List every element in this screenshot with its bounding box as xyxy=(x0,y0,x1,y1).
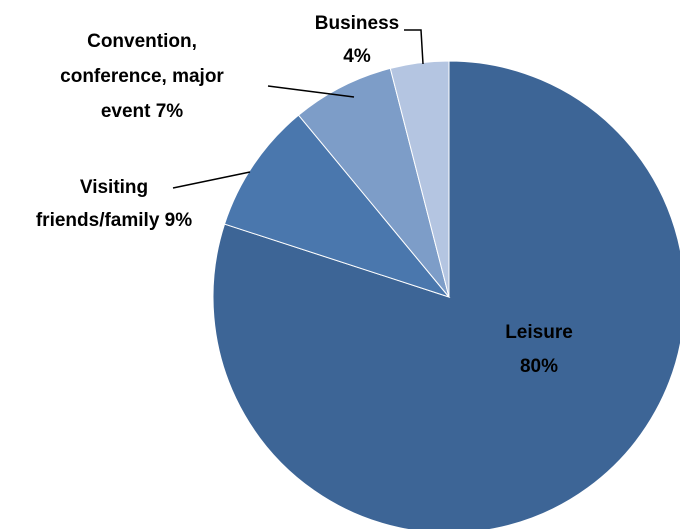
slice-label-line: conference, major xyxy=(60,66,224,87)
slice-label-line: Business xyxy=(315,13,399,34)
leader-line-convention xyxy=(267,85,355,98)
pie-slice-convention xyxy=(297,67,450,298)
pie-slice-leisure xyxy=(212,60,680,529)
slice-label-line: 4% xyxy=(343,46,371,67)
leader-lines-layer xyxy=(172,29,424,189)
pie-slice-business xyxy=(389,60,450,298)
slice-label-leisure: Leisure 80% xyxy=(505,322,573,377)
slice-label-line: Visiting xyxy=(80,177,148,198)
pie-slice-visiting xyxy=(223,114,451,299)
labels-layer: Leisure 80% Visiting friends/family 9% Conve… xyxy=(36,13,573,377)
slice-label-line: event 7% xyxy=(101,101,183,122)
slice-label-convention: Convention, conference, major event 7% xyxy=(60,31,224,122)
slice-label-line: Leisure xyxy=(505,322,573,343)
slice-label-line: 80% xyxy=(520,356,558,377)
slice-label-business: Business 4% xyxy=(315,13,399,67)
leader-line-business xyxy=(404,29,424,65)
slice-label-line: friends/family 9% xyxy=(36,210,192,231)
slice-label-visiting: Visiting friends/family 9% xyxy=(36,177,192,231)
slice-label-line: Convention, xyxy=(87,31,197,52)
slices-layer xyxy=(212,60,680,529)
leader-line-visiting xyxy=(172,171,251,189)
